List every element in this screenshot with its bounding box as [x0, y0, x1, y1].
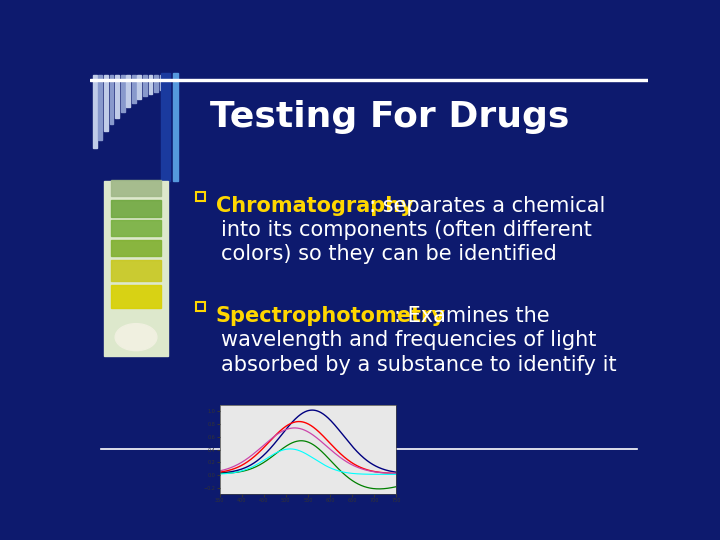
Bar [173, 73, 178, 181]
Bar [90, 79, 648, 82]
Bar [93, 75, 96, 148]
Text: Spectrophotometry: Spectrophotometry [215, 306, 446, 326]
Text: : Examines the: : Examines the [394, 306, 549, 326]
Bar [148, 75, 153, 94]
Bar [115, 75, 119, 118]
Bar [111, 240, 161, 256]
Text: Chromatography: Chromatography [215, 196, 413, 216]
Text: wavelength and frequencies of light: wavelength and frequencies of light [221, 330, 596, 350]
Bar [138, 75, 141, 99]
Bar [111, 260, 161, 281]
Bar [121, 75, 125, 112]
Text: : separates a chemical: : separates a chemical [369, 196, 606, 216]
Bar [161, 73, 171, 181]
Text: absorbed by a substance to identify it: absorbed by a substance to identify it [221, 355, 617, 375]
Bar [111, 220, 161, 236]
Bar [99, 75, 102, 140]
Bar [132, 75, 136, 103]
Ellipse shape [115, 323, 157, 350]
Bar [166, 75, 169, 89]
Text: Testing For Drugs: Testing For Drugs [210, 100, 570, 134]
Bar [143, 75, 147, 97]
Bar [111, 180, 161, 196]
Text: colors) so they can be identified: colors) so they can be identified [221, 245, 557, 265]
Bar [111, 285, 161, 308]
Bar [109, 75, 114, 124]
Bar [196, 192, 205, 201]
Bar [160, 75, 163, 90]
Bar [196, 302, 205, 311]
Bar [104, 75, 108, 131]
Bar [104, 181, 168, 356]
Bar [111, 200, 161, 217]
Bar [154, 75, 158, 92]
Bar [126, 75, 130, 107]
Text: into its components (often different: into its components (often different [221, 220, 592, 240]
